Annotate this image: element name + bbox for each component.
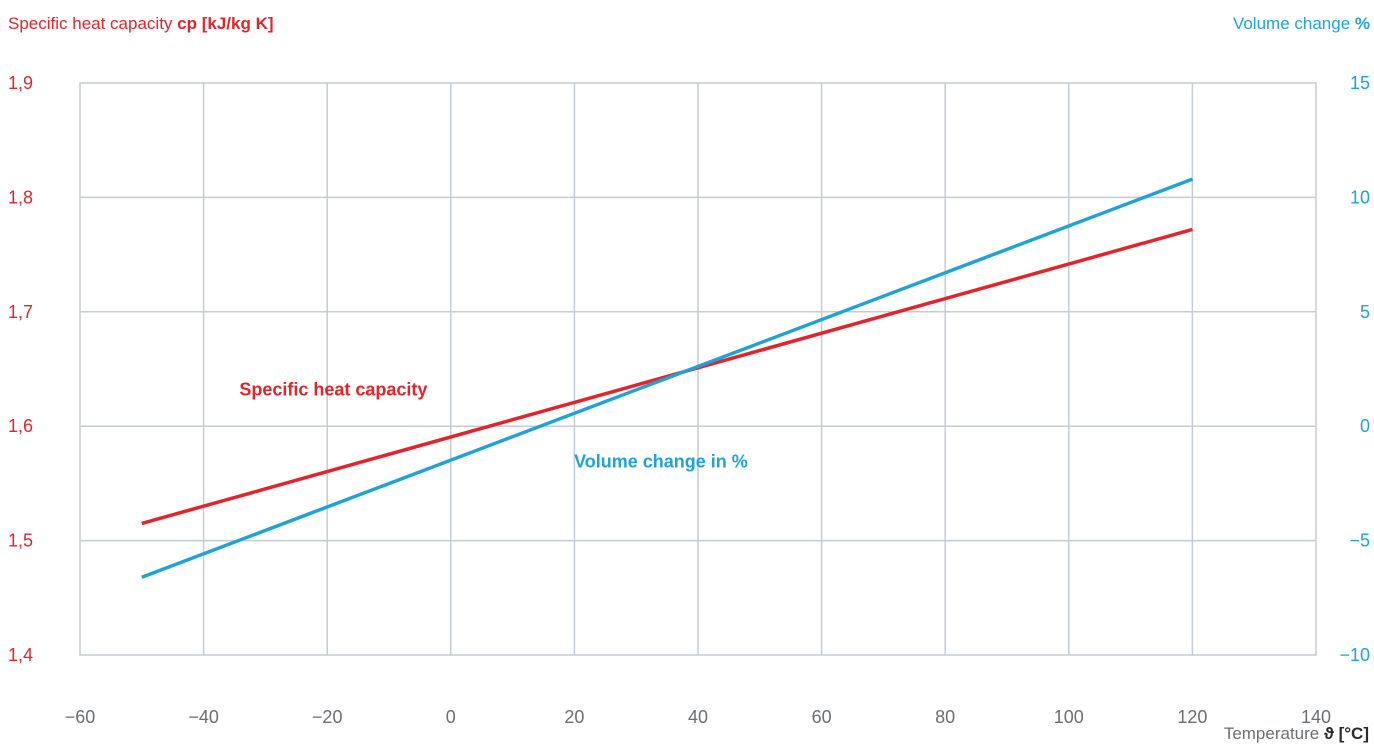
series-label: Volume change in %	[574, 451, 748, 471]
y-left-tick-label: 1,6	[8, 416, 33, 436]
y-left-tick-label: 1,8	[8, 187, 33, 207]
x-tick-label: 20	[564, 707, 584, 727]
y-left-tick-label: 1,4	[8, 645, 33, 665]
x-tick-label: −60	[65, 707, 96, 727]
y-right-tick-label: −10	[1339, 645, 1370, 665]
y-left-tick-label: 1,5	[8, 531, 33, 551]
y-right-tick-label: 5	[1360, 302, 1370, 322]
y-right-tick-label: 15	[1350, 73, 1370, 93]
series-label: Specific heat capacity	[239, 379, 427, 399]
y-left-tick-label: 1,9	[8, 73, 33, 93]
x-tick-label: 0	[446, 707, 456, 727]
x-tick-label: −40	[188, 707, 219, 727]
x-tick-label: −20	[312, 707, 343, 727]
x-tick-label: 60	[812, 707, 832, 727]
series-line	[142, 179, 1193, 577]
x-tick-label: 120	[1177, 707, 1207, 727]
x-tick-label: 80	[935, 707, 955, 727]
series-lines	[142, 179, 1193, 577]
x-tick-label: 100	[1054, 707, 1084, 727]
y-right-tick-label: 0	[1360, 416, 1370, 436]
x-tick-label: 40	[688, 707, 708, 727]
x-tick-label: 140	[1301, 707, 1331, 727]
y-left-tick-label: 1,7	[8, 302, 33, 322]
y-right-tick-label: −5	[1349, 531, 1370, 551]
y-right-tick-label: 10	[1350, 187, 1370, 207]
